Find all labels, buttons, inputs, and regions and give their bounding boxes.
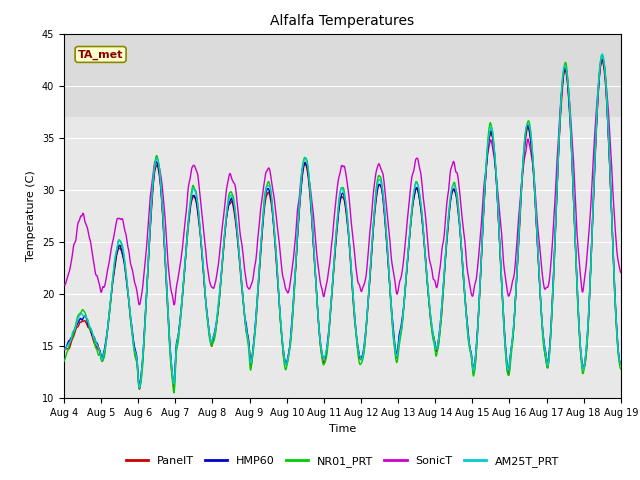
SonicT (551, 197, 559, 203)
Text: TA_met: TA_met (78, 49, 124, 60)
AM25T_PRT (246, 360, 254, 365)
NR01_PRT (170, 390, 178, 396)
PanelT (60, 347, 68, 353)
NR01_PRT (617, 366, 625, 372)
SonicT (60, 281, 68, 287)
NR01_PRT (502, 356, 509, 361)
AM25T_PRT (502, 350, 509, 356)
Bar (64, 34, 621, 117)
SonicT (171, 300, 179, 306)
PanelT (551, 239, 559, 244)
Y-axis label: Temperature (C): Temperature (C) (26, 170, 36, 262)
HMP60 (551, 235, 559, 241)
AM25T_PRT (617, 361, 625, 367)
NR01_PRT (60, 359, 68, 364)
AM25T_PRT (136, 385, 143, 391)
Line: HMP60: HMP60 (64, 60, 621, 386)
PanelT (184, 225, 192, 230)
SonicT (617, 270, 625, 276)
PanelT (246, 361, 254, 367)
PanelT (617, 361, 625, 367)
Line: PanelT: PanelT (64, 60, 621, 389)
SonicT (170, 302, 178, 308)
X-axis label: Time: Time (329, 424, 356, 433)
AM25T_PRT (429, 331, 437, 337)
SonicT (429, 276, 437, 281)
HMP60 (184, 221, 192, 227)
HMP60 (136, 383, 143, 389)
AM25T_PRT (184, 220, 192, 226)
AM25T_PRT (60, 346, 68, 352)
NR01_PRT (551, 237, 559, 243)
HMP60 (60, 344, 68, 349)
PanelT (598, 57, 606, 63)
Legend: PanelT, HMP60, NR01_PRT, SonicT, AM25T_PRT: PanelT, HMP60, NR01_PRT, SonicT, AM25T_P… (122, 451, 563, 471)
Line: NR01_PRT: NR01_PRT (64, 55, 621, 393)
AM25T_PRT (598, 51, 606, 57)
NR01_PRT (184, 218, 192, 224)
PanelT (136, 386, 143, 392)
Title: Alfalfa Temperatures: Alfalfa Temperatures (270, 14, 415, 28)
NR01_PRT (598, 52, 605, 58)
Line: AM25T_PRT: AM25T_PRT (64, 54, 621, 388)
SonicT (184, 185, 192, 191)
SonicT (598, 58, 606, 63)
HMP60 (246, 357, 254, 363)
NR01_PRT (246, 367, 254, 373)
AM25T_PRT (551, 235, 559, 241)
NR01_PRT (171, 384, 179, 389)
PanelT (429, 332, 437, 337)
PanelT (502, 352, 509, 358)
NR01_PRT (429, 337, 437, 343)
Line: SonicT: SonicT (64, 60, 621, 305)
SonicT (502, 278, 509, 284)
HMP60 (599, 57, 607, 62)
AM25T_PRT (171, 376, 179, 382)
HMP60 (171, 374, 179, 380)
SonicT (246, 284, 254, 289)
PanelT (171, 378, 179, 384)
HMP60 (502, 348, 509, 353)
HMP60 (429, 333, 437, 338)
HMP60 (617, 361, 625, 367)
